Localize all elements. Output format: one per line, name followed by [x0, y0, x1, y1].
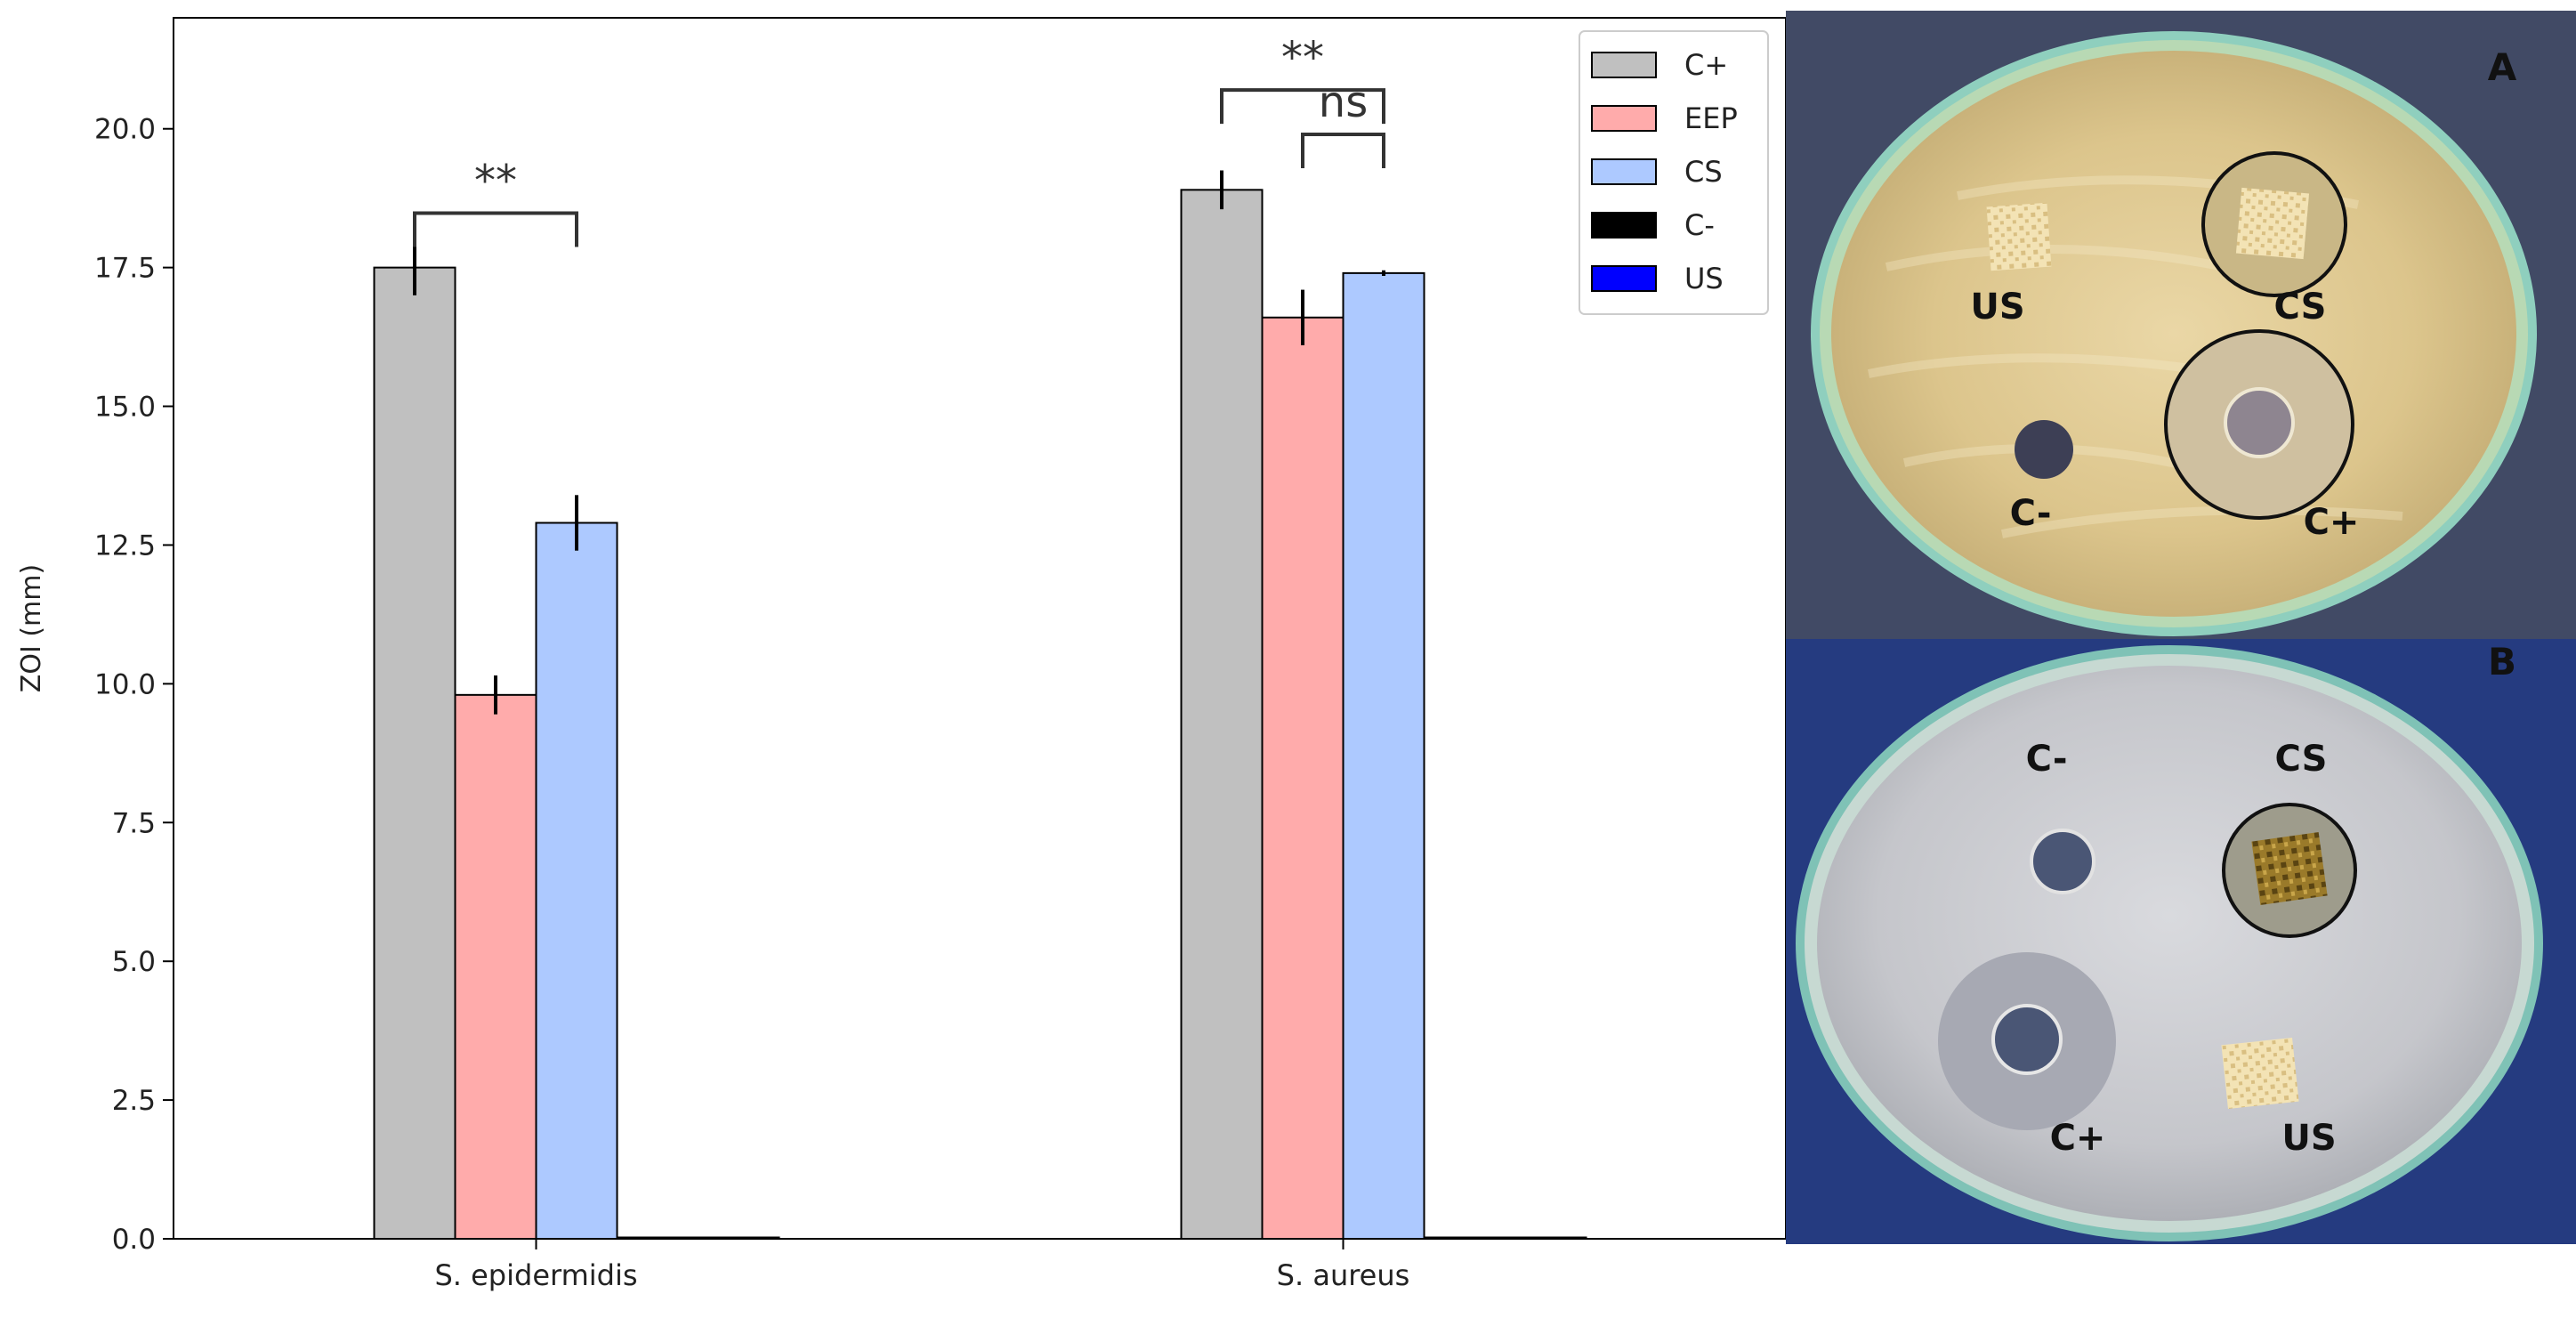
y-tick-label: 0.0 [112, 1224, 156, 1256]
y-tick-label: 12.5 [94, 530, 156, 562]
bar-eep-aureus [1261, 316, 1345, 1240]
legend: C+ EEP CS C- US [1579, 30, 1769, 315]
plate-b-label-cs: CS [2275, 739, 2328, 780]
y-tick-label: 5.0 [112, 946, 156, 978]
legend-swatch [1591, 105, 1657, 132]
significance-label: ns [1319, 77, 1368, 127]
legend-swatch [1591, 52, 1657, 78]
bar-cpos-aureus [1180, 189, 1264, 1240]
x-tick-label: S. epidermidis [434, 1258, 637, 1292]
legend-label: CS [1684, 155, 1723, 189]
legend-label: C- [1684, 208, 1715, 242]
bar-eep-epidermidis [454, 693, 537, 1240]
legend-label: EEP [1684, 101, 1738, 135]
bars-layer [373, 170, 1587, 1241]
plate-a-label-cneg: C- [2010, 493, 2052, 534]
legend-swatch [1591, 158, 1657, 185]
legend-label: US [1684, 262, 1724, 295]
plate-a-label-us: US [1970, 287, 2024, 327]
y-tick-label: 10.0 [94, 668, 156, 700]
y-axis: 0.0 2.5 5.0 7.5 10.0 12.5 15.0 17.5 20.0 [94, 114, 174, 1256]
legend-swatch [1591, 212, 1657, 239]
legend-label: C+ [1684, 48, 1728, 82]
plate-b-label-cpos: C+ [2050, 1118, 2106, 1159]
significance-label: ** [1281, 33, 1324, 83]
significance-brackets: ****ns [413, 33, 1385, 247]
plate-a-label-cpos: C+ [2304, 502, 2360, 543]
bar-chart: ****ns 0.02.55.07.510.012.515.017.520.0 … [16, 17, 1787, 1292]
photo-panel-a: US CS C- C+ A [1786, 11, 2576, 639]
y-axis-label: ZOI (mm) [16, 564, 47, 692]
bar-cs-epidermidis [535, 522, 618, 1240]
panel-a-label: A [2488, 45, 2517, 89]
plate-a-label-cs: CS [2274, 287, 2327, 327]
significance-label: ** [474, 156, 517, 206]
photo-panel-b: C- CS C+ US B [1786, 639, 2576, 1244]
y-tick-label: 2.5 [112, 1085, 156, 1117]
legend-box [1579, 30, 1769, 315]
bar-cs-aureus [1342, 271, 1425, 1241]
x-tick-label: S. aureus [1277, 1258, 1410, 1292]
y-tick-label: 15.0 [94, 392, 156, 424]
significance-bracket [1220, 88, 1385, 125]
panel-b-label: B [2488, 640, 2516, 683]
y-tick-label: 7.5 [112, 807, 156, 839]
plate-b-label-us: US [2281, 1118, 2336, 1159]
legend-swatch [1591, 265, 1657, 292]
plate-b-label-cneg: C- [2026, 739, 2068, 780]
bar-cpos-epidermidis [373, 266, 456, 1240]
y-tick-label: 20.0 [94, 114, 156, 146]
x-axis: S. epidermidis S. aureus [434, 1239, 1409, 1292]
significance-bracket [1301, 132, 1385, 168]
y-tick-label: 17.5 [94, 253, 156, 285]
significance-bracket [413, 211, 578, 247]
